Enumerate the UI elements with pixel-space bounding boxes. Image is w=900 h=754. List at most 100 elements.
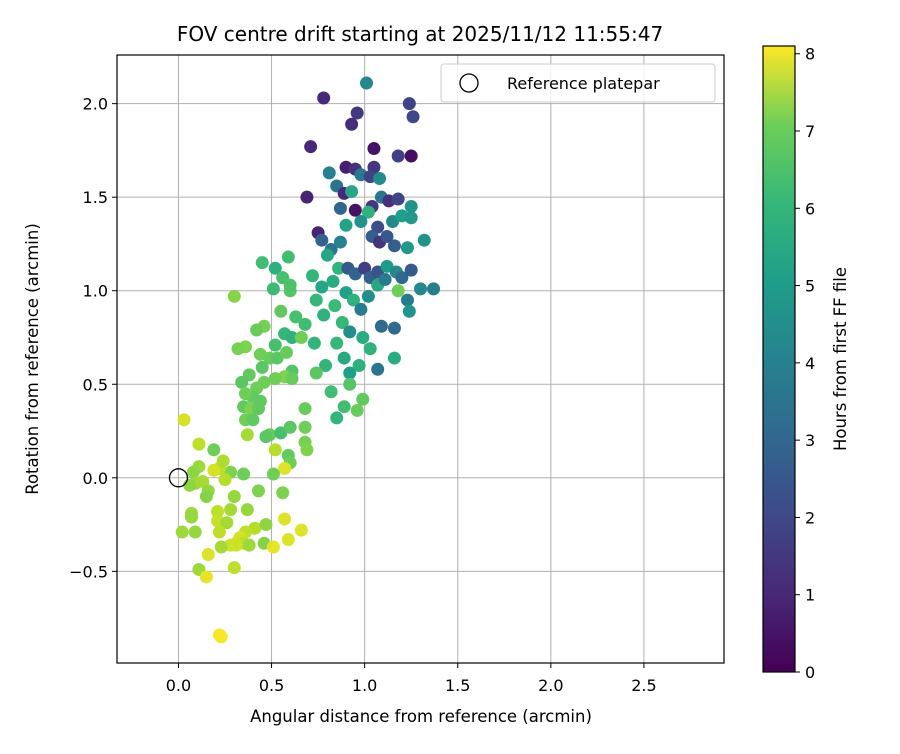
data-point [414,282,427,296]
data-point [274,426,288,440]
data-point [333,235,347,249]
data-point [177,413,191,427]
data-point [391,284,405,298]
data-point [227,490,241,504]
data-point [252,484,266,498]
data-point [252,402,266,416]
data-point [330,336,344,350]
data-point [276,486,290,500]
data-point [192,437,206,451]
data-point [400,293,414,307]
data-point [274,304,288,318]
data-point [259,430,273,444]
data-point [231,342,245,356]
data-point [361,205,375,219]
data-point [298,420,312,434]
data-point [309,293,323,307]
data-point [227,289,241,303]
data-point [224,503,238,517]
data-point [371,220,385,234]
data-point [373,171,387,185]
data-point [337,400,351,414]
data-point [268,372,282,386]
data-point [278,512,292,526]
data-point [270,351,284,365]
data-point [238,387,252,401]
data-point [266,467,280,481]
data-point [402,97,416,111]
data-point [237,467,251,481]
data-point [283,278,297,292]
data-point [268,443,282,457]
data-point [356,392,370,406]
data-point [183,478,197,492]
data-point [229,538,243,552]
data-point [404,149,418,163]
data-point [387,351,401,365]
colorbar-tick-label: 0 [805,663,815,682]
data-point [328,299,342,313]
data-point [322,166,336,180]
data-point [279,345,293,359]
data-point [345,117,359,131]
data-point [374,319,388,333]
data-point [227,561,241,575]
x-tick-label: 1.0 [352,676,377,695]
data-point [345,185,359,199]
data-point [317,308,331,322]
data-point [339,218,353,232]
data-point [320,248,334,262]
data-point [348,267,362,281]
data-point [352,359,366,373]
data-point [188,525,202,539]
y-tick-label: 2.0 [83,95,108,114]
x-tick-label: 2.5 [631,676,656,695]
x-axis-label: Angular distance from reference (arcmin) [250,707,592,726]
data-point [240,428,254,442]
data-point [285,330,299,344]
data-point [259,518,273,532]
data-point [201,547,215,561]
y-axis-ticks: −0.5 0.0 0.5 1.0 1.5 2.0 [69,95,117,581]
data-point [337,351,351,365]
legend-reference-marker [459,73,479,93]
data-point [332,261,346,275]
data-point [268,338,282,352]
data-point [404,200,418,214]
data-point [356,330,370,344]
x-tick-label: 0.0 [166,676,191,695]
data-point [306,269,320,283]
data-point [220,516,234,530]
y-tick-label: 0.0 [83,469,108,488]
colorbar-tick-label: 6 [805,199,815,218]
data-point [343,377,357,391]
data-point [246,413,260,427]
data-point [235,375,249,389]
data-point [268,261,282,275]
data-point [324,385,338,399]
data-point [196,475,210,489]
data-point [184,510,198,524]
data-point [315,233,329,247]
x-tick-label: 2.0 [538,676,563,695]
data-point [281,533,295,547]
data-point [255,256,269,270]
colorbar-ticks: 0 1 2 3 4 5 6 7 8 [795,45,815,682]
data-point [216,454,230,468]
colorbar: 0 1 2 3 4 5 6 7 8 Hours from first FF file [762,45,850,682]
data-point [346,293,360,307]
plot-frame [116,54,725,664]
data-point [343,325,357,339]
data-point [199,570,213,584]
data-point [298,402,312,416]
data-point [285,372,299,386]
data-point [350,403,364,417]
data-point [367,142,381,156]
data-point [354,302,368,316]
data-point [240,503,254,517]
data-point [242,538,256,552]
y-tick-label: 1.5 [83,188,108,207]
data-point [300,443,314,457]
data-point [378,272,392,286]
